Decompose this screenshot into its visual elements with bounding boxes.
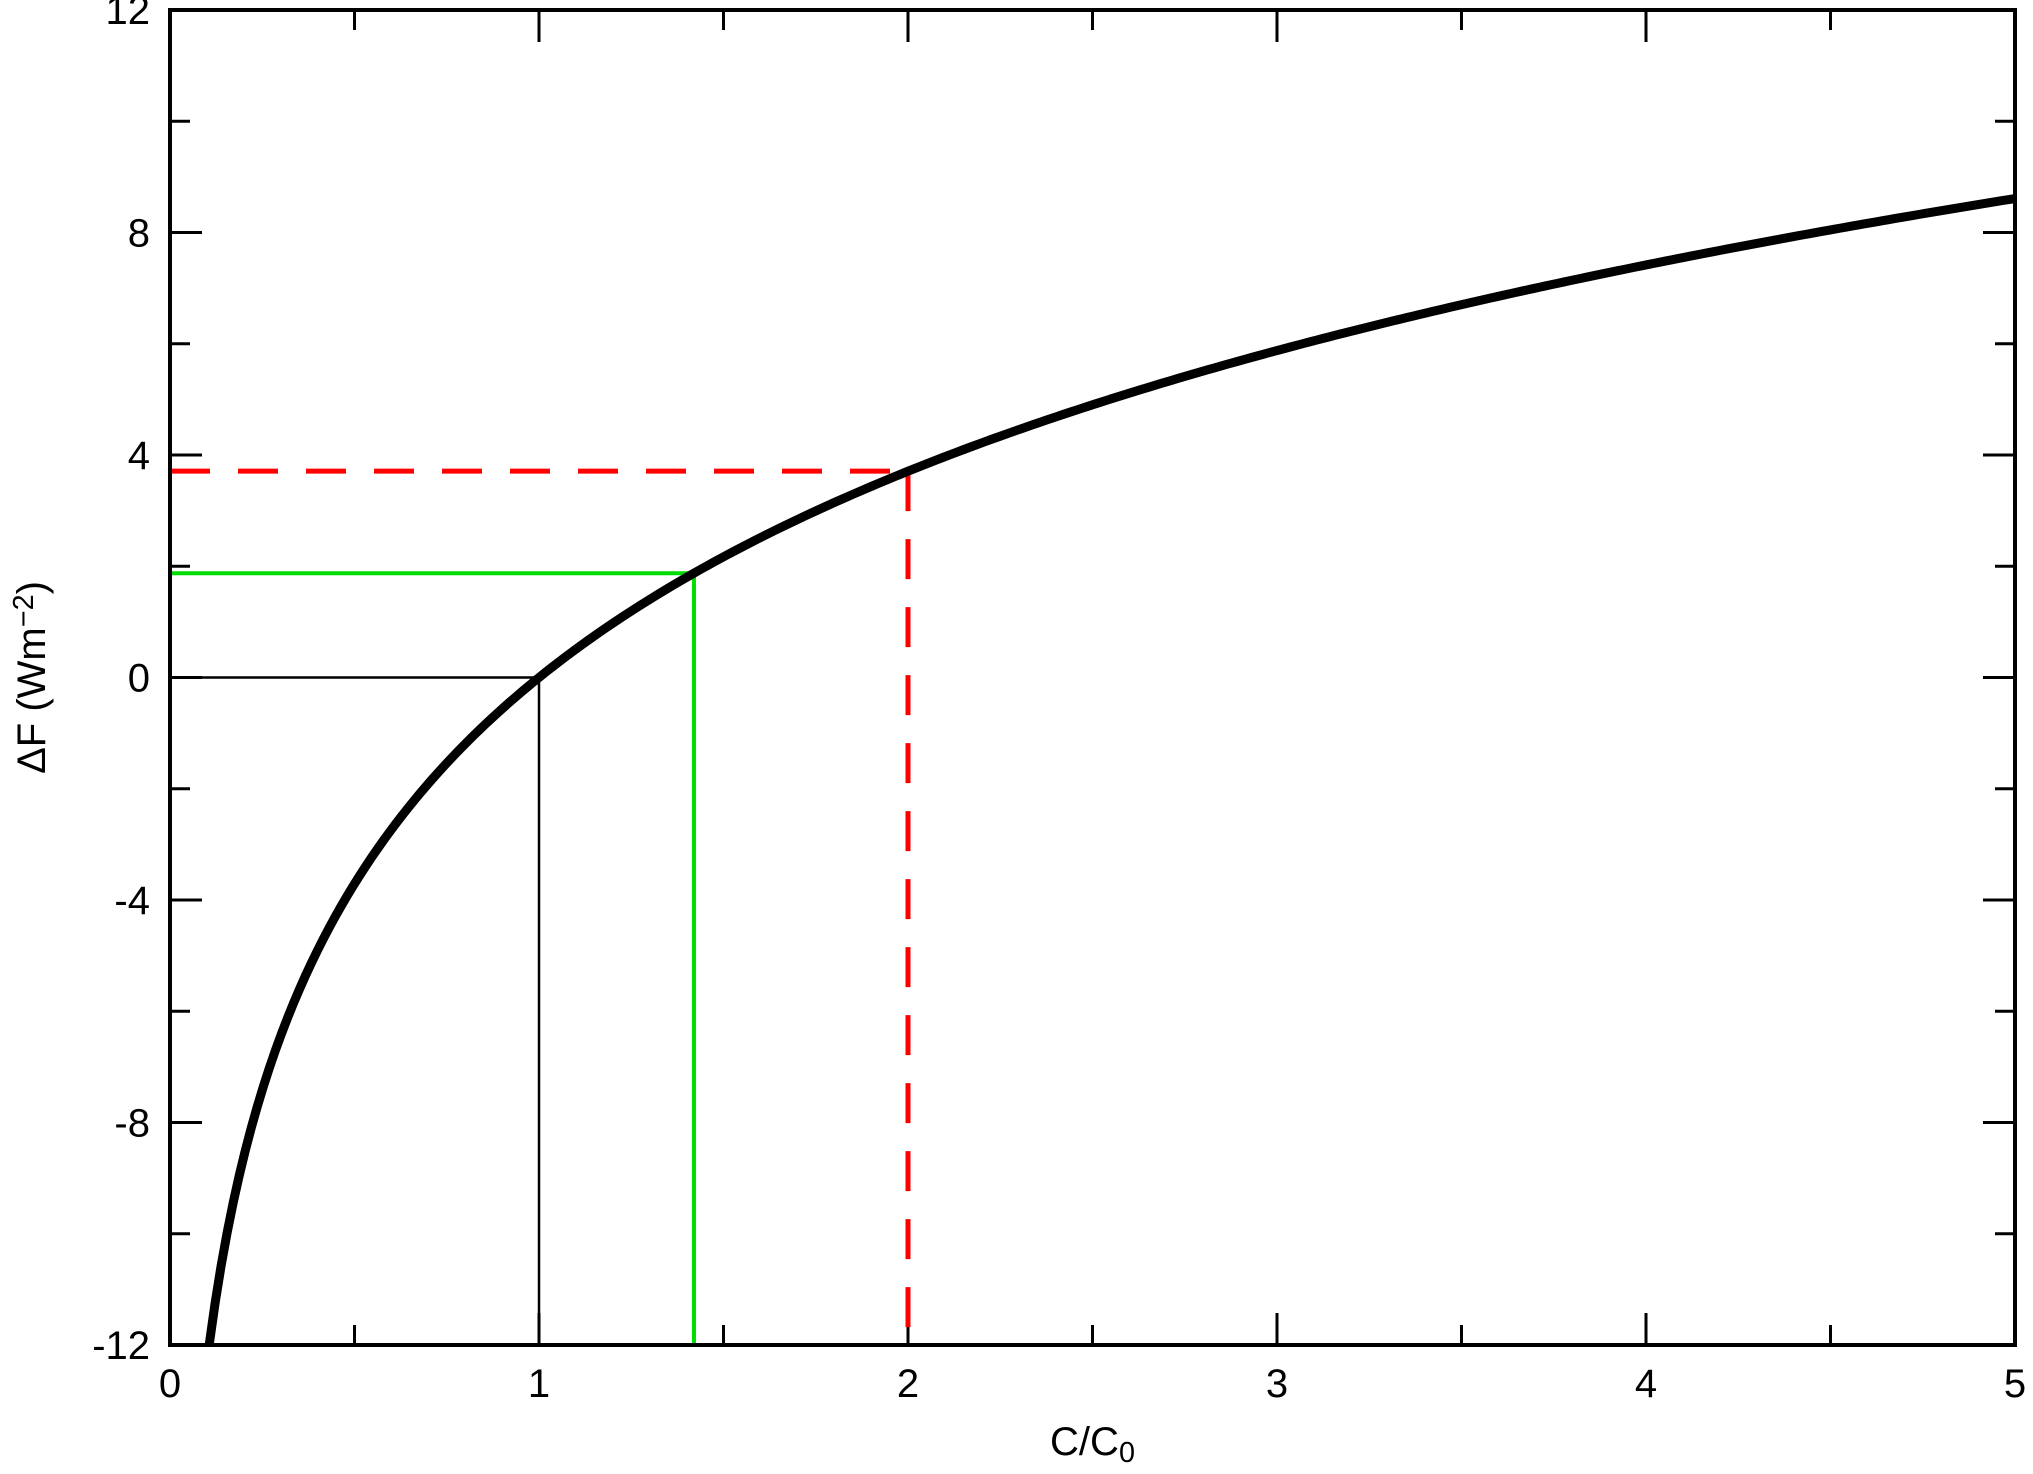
y-tick-label: -12	[92, 1324, 150, 1368]
x-tick-label: 0	[159, 1362, 181, 1406]
y-tick-label: 0	[128, 657, 150, 701]
y-tick-label: 12	[106, 0, 151, 33]
y-tick-label: -4	[114, 879, 150, 923]
x-tick-label: 5	[2004, 1362, 2026, 1406]
forcing-chart: 012345-12-8-404812C/C0ΔF (Wm−2)	[0, 0, 2033, 1474]
x-tick-label: 1	[528, 1362, 550, 1406]
y-tick-label: 8	[128, 212, 150, 256]
y-tick-label: 4	[128, 434, 150, 478]
y-tick-label: -8	[114, 1102, 150, 1146]
x-tick-label: 3	[1266, 1362, 1288, 1406]
x-tick-label: 2	[897, 1362, 919, 1406]
x-tick-label: 4	[1635, 1362, 1657, 1406]
